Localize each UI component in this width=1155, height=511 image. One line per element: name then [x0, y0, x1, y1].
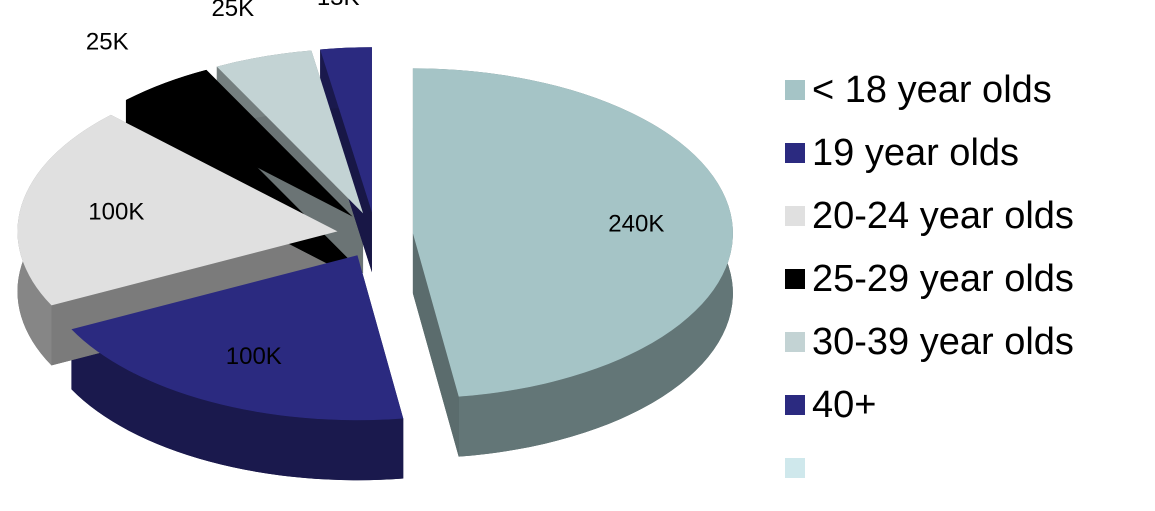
data-label: 13K — [317, 0, 360, 11]
pie-tops — [17, 47, 733, 421]
legend-swatch — [785, 143, 805, 163]
legend-label: 30-39 year olds — [812, 321, 1074, 363]
slice-edge — [71, 329, 404, 481]
pie-slice — [17, 114, 338, 306]
data-label: 100K — [88, 198, 144, 225]
pie-labels: 240K 100K 100K 25K 25K 13K — [86, 0, 664, 370]
pie-slice — [125, 69, 353, 217]
legend-label: 19 year olds — [812, 132, 1019, 174]
pie-slice — [320, 47, 372, 213]
legend-label: 25-29 year olds — [812, 258, 1074, 300]
legend-label: 40+ — [812, 384, 876, 426]
legend-swatch — [785, 206, 805, 226]
legend-swatch — [785, 395, 805, 415]
legend-swatch — [785, 332, 805, 352]
data-label: 240K — [608, 210, 664, 237]
data-label: 25K — [86, 29, 129, 56]
legend-label: < 18 year olds — [812, 69, 1052, 111]
legend-swatch — [785, 269, 805, 289]
slice-side — [412, 68, 459, 457]
pie-slice — [216, 50, 364, 214]
data-label: 25K — [211, 0, 254, 22]
legend-label: 20-24 year olds — [812, 195, 1074, 237]
data-label: 100K — [226, 343, 282, 370]
legend-swatch — [785, 458, 805, 478]
pie-slice — [412, 68, 733, 397]
pie-slice — [71, 255, 404, 421]
legend-swatch — [785, 80, 805, 100]
